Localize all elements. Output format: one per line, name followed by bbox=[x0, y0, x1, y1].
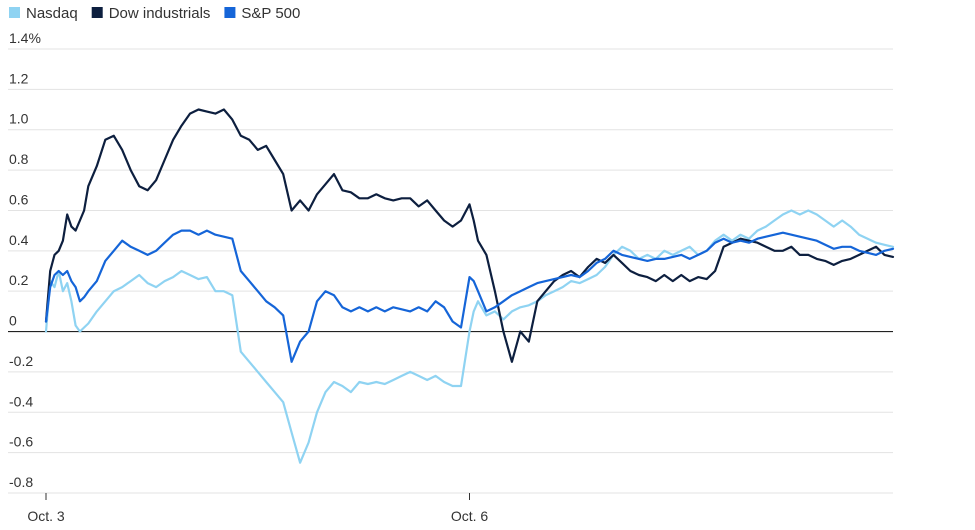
y-tick-label: 0.2 bbox=[9, 272, 29, 288]
chart-legend: Nasdaq Dow industrials S&P 500 bbox=[9, 5, 300, 22]
y-tick-label: 0.8 bbox=[9, 151, 29, 167]
y-axis-tick-labels: -0.8 -0.6 -0.4 -0.2 0 0.2 0.4 0.6 0.8 1.0 1.2 1.4% bbox=[9, 30, 41, 490]
y-tick-label: -0.8 bbox=[9, 474, 33, 490]
y-tick-label: 0.6 bbox=[9, 191, 29, 207]
legend-label: S&P 500 bbox=[241, 5, 300, 22]
series-line-dow-industrials bbox=[44, 108, 895, 363]
legend-swatch bbox=[224, 7, 236, 18]
y-tick-label: 0 bbox=[9, 313, 17, 329]
legend-swatch bbox=[9, 7, 20, 18]
y-tick-label: 1.2 bbox=[9, 70, 29, 86]
series-line-nasdaq bbox=[44, 209, 895, 464]
x-tick-label: Oct. 6 bbox=[451, 508, 489, 524]
legend-label: Nasdaq bbox=[26, 5, 78, 22]
y-tick-label: 1.4% bbox=[9, 30, 41, 46]
legend-label: Dow industrials bbox=[109, 5, 211, 22]
legend-swatch bbox=[91, 7, 103, 18]
grid-lines bbox=[8, 48, 893, 494]
y-tick-label: 0.4 bbox=[9, 232, 29, 248]
y-tick-label: -0.4 bbox=[9, 393, 33, 409]
y-tick-label: 1.0 bbox=[9, 111, 29, 127]
x-axis-ticks: Oct. 3 Oct. 6 bbox=[27, 492, 893, 524]
y-tick-label: -0.2 bbox=[9, 353, 33, 369]
series-lines bbox=[44, 108, 895, 464]
series-line-s-p-500 bbox=[44, 229, 895, 363]
x-tick-label: Oct. 3 bbox=[27, 508, 65, 524]
y-tick-label: -0.6 bbox=[9, 434, 33, 450]
